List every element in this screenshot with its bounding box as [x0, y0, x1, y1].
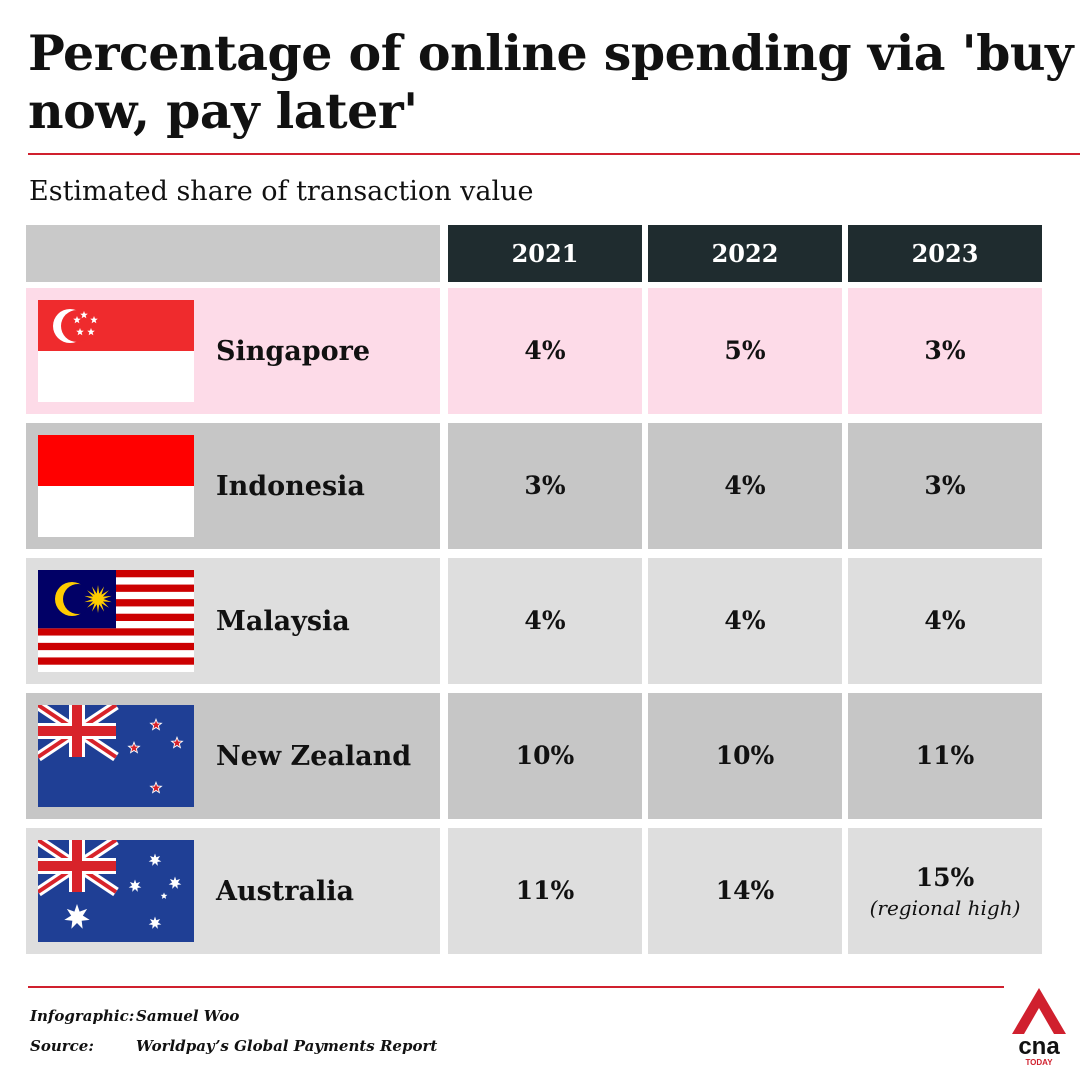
value-label: 14%: [715, 876, 775, 905]
value-label: 4%: [924, 606, 966, 635]
value-label: 15%: [915, 863, 975, 892]
page-title: Percentage of online spending via 'buy n…: [28, 24, 1073, 140]
infographic-credit: Samuel Woo: [136, 1007, 240, 1025]
value-note: (regional high): [869, 896, 1021, 920]
row-name-cell-indonesia: Indonesia: [26, 423, 440, 549]
row-name-cell-new-zealand: New Zealand: [26, 693, 440, 819]
infographic-label: Infographic:: [30, 1007, 135, 1025]
country-name: Australia: [216, 875, 354, 907]
value-cell-indonesia-2023: 3%: [848, 423, 1042, 549]
cna-logo-subtext: TODAY: [1025, 1058, 1053, 1067]
column-header-2023: 2023: [848, 225, 1042, 282]
column-header-2021: 2021: [448, 225, 642, 282]
value-cell-singapore-2023: 3%: [848, 288, 1042, 414]
value-cell-malaysia-2022: 4%: [648, 558, 842, 684]
value-cell-malaysia-2023: 4%: [848, 558, 1042, 684]
value-label: 3%: [524, 471, 566, 500]
country-name: New Zealand: [216, 740, 412, 772]
country-name: Malaysia: [216, 605, 350, 637]
title-divider: [28, 153, 1080, 155]
value-label: 10%: [515, 741, 575, 770]
value-cell-australia-2021: 11%: [448, 828, 642, 954]
row-name-cell-singapore: Singapore: [26, 288, 440, 414]
cna-logo: cna TODAY: [1012, 988, 1066, 1067]
value-cell-indonesia-2021: 3%: [448, 423, 642, 549]
indonesia-flag: [38, 435, 194, 537]
value-cell-malaysia-2021: 4%: [448, 558, 642, 684]
value-cell-indonesia-2022: 4%: [648, 423, 842, 549]
value-label: 10%: [715, 741, 775, 770]
value-label: 4%: [724, 606, 766, 635]
australia-flag: [38, 840, 194, 942]
value-label: 4%: [524, 606, 566, 635]
source-credit: Worldpay’s Global Payments Report: [136, 1037, 438, 1055]
row-name-cell-australia: Australia: [26, 828, 440, 954]
value-label: 5%: [724, 336, 766, 365]
value-label: 3%: [924, 471, 966, 500]
value-label: 11%: [515, 876, 575, 905]
value-cell-singapore-2022: 5%: [648, 288, 842, 414]
value-label: 4%: [524, 336, 566, 365]
value-label: 11%: [915, 741, 975, 770]
value-cell-new-zealand-2023: 11%: [848, 693, 1042, 819]
subtitle: Estimated share of transaction value: [29, 176, 534, 207]
new-zealand-flag: [38, 705, 194, 807]
country-name: Singapore: [216, 335, 371, 367]
value-cell-new-zealand-2022: 10%: [648, 693, 842, 819]
row-name-cell-malaysia: Malaysia: [26, 558, 440, 684]
source-label: Source:: [30, 1037, 94, 1055]
malaysia-flag: [38, 570, 194, 672]
value-cell-australia-2023: 15% (regional high): [848, 828, 1042, 954]
value-label: 3%: [924, 336, 966, 365]
value-cell-australia-2022: 14%: [648, 828, 842, 954]
cna-logo-text: cna: [1018, 1033, 1060, 1060]
singapore-flag: [38, 300, 194, 402]
country-name: Indonesia: [216, 470, 365, 502]
value-cell-singapore-2021: 4%: [448, 288, 642, 414]
cna-logo-mark: [1012, 988, 1066, 1034]
value-label: 4%: [724, 471, 766, 500]
value-cell-new-zealand-2021: 10%: [448, 693, 642, 819]
column-header-2022: 2022: [648, 225, 842, 282]
footer-divider: [28, 986, 1004, 988]
header-blank-cell: [26, 225, 440, 282]
